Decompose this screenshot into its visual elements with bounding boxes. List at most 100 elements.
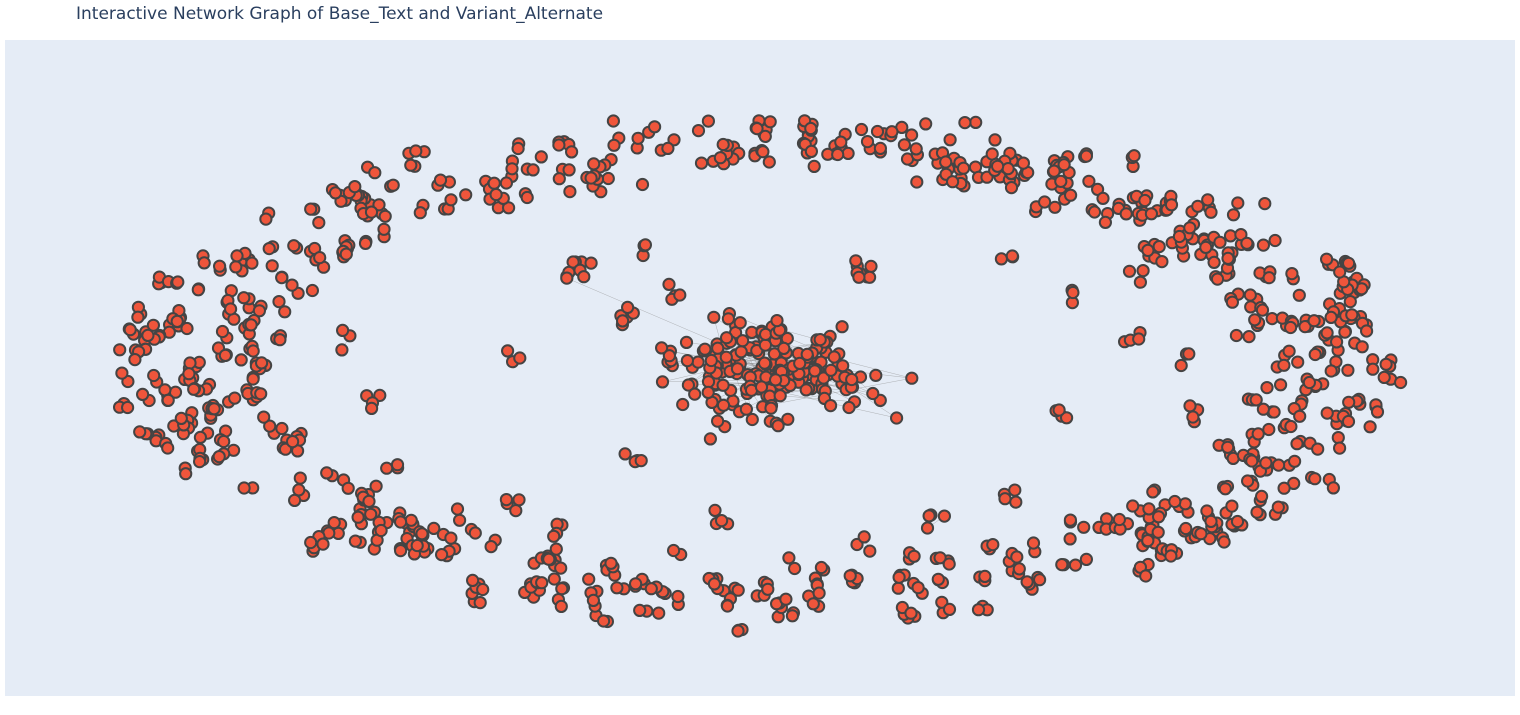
graph-node[interactable] [606,114,621,128]
graph-node[interactable] [1379,357,1393,371]
graph-node[interactable] [864,259,878,273]
graph-node[interactable] [638,238,653,252]
graph-node[interactable] [512,493,526,507]
graph-node[interactable] [535,576,549,590]
graph-node[interactable] [265,259,279,273]
graph-node[interactable] [863,270,877,284]
graph-node[interactable] [793,356,807,370]
graph-node[interactable] [971,603,986,617]
graph-node[interactable] [986,538,1000,552]
graph-node[interactable] [128,353,142,367]
graph-node[interactable] [560,271,574,285]
graph-node[interactable] [1141,243,1155,257]
graph-node[interactable] [179,467,193,481]
graph-node[interactable] [1096,191,1110,205]
graph-node[interactable] [213,259,227,273]
graph-node[interactable] [1342,395,1356,409]
graph-node[interactable] [1290,437,1304,451]
graph-node[interactable] [1260,381,1274,395]
graph-node[interactable] [487,176,501,190]
graph-node[interactable] [716,378,730,392]
graph-node[interactable] [1277,481,1291,495]
graph-node[interactable] [897,138,912,152]
graph-node[interactable] [730,362,745,376]
graph-node[interactable] [909,142,923,156]
graph-node[interactable] [386,178,400,192]
graph-node[interactable] [1341,363,1355,377]
graph-node[interactable] [377,222,391,236]
graph-node[interactable] [433,173,448,187]
graph-node[interactable] [1204,514,1218,528]
graph-node[interactable] [931,572,945,586]
graph-node[interactable] [435,547,449,562]
graph-node[interactable] [782,551,796,565]
graph-node[interactable] [1272,458,1286,472]
graph-node[interactable] [499,493,513,507]
graph-node[interactable] [390,458,405,472]
graph-node[interactable] [1210,272,1225,286]
graph-node[interactable] [1077,520,1091,534]
graph-node[interactable] [1136,264,1150,278]
graph-node[interactable] [180,321,194,336]
graph-node[interactable] [655,375,670,389]
graph-node[interactable] [348,534,362,548]
graph-node[interactable] [1258,197,1272,211]
graph-node[interactable] [513,351,527,365]
graph-node[interactable] [1234,228,1248,242]
graph-node[interactable] [1225,295,1240,309]
graph-node[interactable] [762,155,776,169]
graph-node[interactable] [212,450,226,464]
graph-node[interactable] [584,256,598,270]
graph-node[interactable] [136,387,150,401]
graph-node[interactable] [224,302,238,316]
graph-node[interactable] [1326,481,1341,495]
graph-node[interactable] [616,314,630,328]
graph-node[interactable] [1064,188,1078,202]
graph-node[interactable] [1132,332,1146,346]
graph-node[interactable] [1152,510,1166,524]
graph-node[interactable] [394,515,408,529]
graph-node[interactable] [733,316,747,330]
graph-node[interactable] [800,347,814,361]
graph-node[interactable] [1230,514,1245,529]
graph-node[interactable] [758,356,772,370]
graph-node[interactable] [1241,474,1255,488]
graph-node[interactable] [254,387,268,401]
graph-node[interactable] [779,592,793,606]
graph-node[interactable] [1066,285,1080,300]
graph-node[interactable] [849,254,863,268]
graph-node[interactable] [773,389,787,403]
graph-node[interactable] [293,471,307,485]
graph-node[interactable] [489,187,503,202]
graph-node[interactable] [890,411,904,425]
graph-node[interactable] [720,599,735,613]
graph-node[interactable] [246,344,260,358]
graph-node[interactable] [648,120,662,134]
graph-node[interactable] [313,251,327,265]
graph-node[interactable] [369,479,383,493]
graph-node[interactable] [230,249,244,263]
graph-node[interactable] [170,314,184,328]
graph-node[interactable] [246,372,260,386]
graph-node[interactable] [327,516,341,530]
graph-node[interactable] [661,141,675,156]
graph-node[interactable] [618,447,632,461]
graph-node[interactable] [1127,149,1141,163]
graph-node[interactable] [904,606,918,620]
graph-node[interactable] [466,573,480,588]
graph-node[interactable] [1054,174,1068,188]
graph-node[interactable] [113,343,127,357]
graph-node[interactable] [910,175,924,189]
graph-node[interactable] [552,172,566,186]
graph-node[interactable] [1240,236,1254,250]
graph-node[interactable] [1012,562,1026,576]
graph-node[interactable] [328,186,343,200]
graph-node[interactable] [911,581,925,595]
graph-node[interactable] [943,133,957,147]
graph-node[interactable] [229,260,243,274]
graph-node[interactable] [604,556,618,570]
graph-node[interactable] [285,278,299,292]
graph-node[interactable] [635,177,650,192]
graph-node[interactable] [824,399,838,413]
graph-node[interactable] [1292,288,1306,302]
